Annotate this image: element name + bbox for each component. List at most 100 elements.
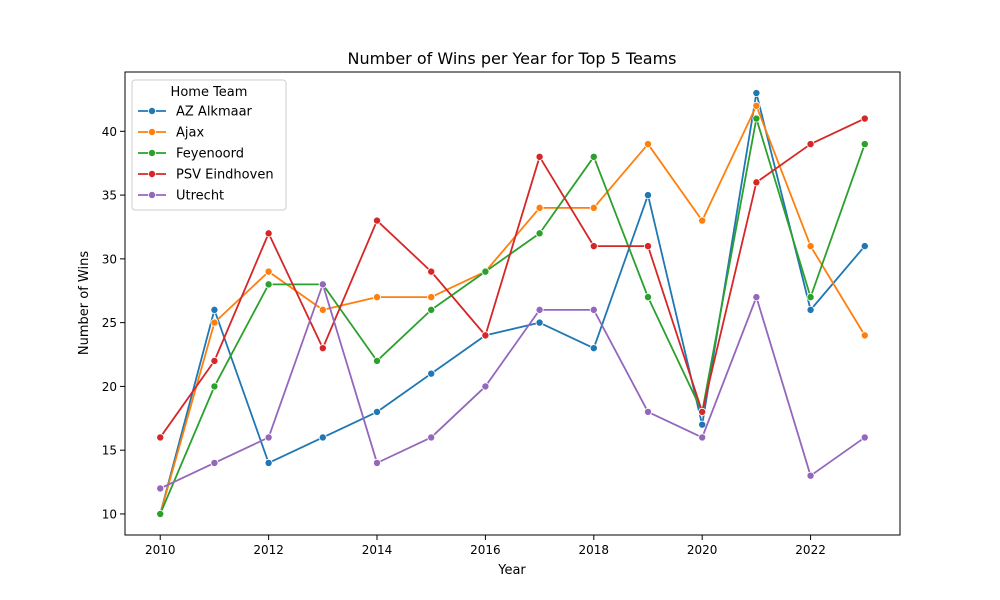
data-point-ajax bbox=[427, 293, 436, 302]
data-point-utrecht bbox=[373, 458, 382, 467]
data-point-utrecht bbox=[535, 305, 544, 314]
data-point-utrecht bbox=[860, 433, 869, 442]
chart-title: Number of Wins per Year for Top 5 Teams bbox=[347, 49, 676, 68]
data-point-psv-eindhoven bbox=[860, 114, 869, 123]
data-point-psv-eindhoven bbox=[589, 242, 598, 251]
axis-ticks: 2010 2012 2014 2016 2018 2020 2022 10 15 20 25 30 35… bbox=[102, 125, 826, 557]
x-axis-label: Year bbox=[497, 563, 526, 578]
x-tick-label: 2020 bbox=[687, 543, 718, 557]
data-point-az-alkmaar bbox=[535, 318, 544, 327]
legend-swatch-marker bbox=[147, 148, 156, 157]
data-point-psv-eindhoven bbox=[752, 178, 761, 187]
data-point-utrecht bbox=[427, 433, 436, 442]
data-point-utrecht bbox=[806, 471, 815, 480]
data-point-feyenoord bbox=[589, 152, 598, 161]
data-point-ajax bbox=[264, 267, 273, 276]
data-point-az-alkmaar bbox=[427, 369, 436, 378]
series-line-az-alkmaar bbox=[159, 92, 866, 515]
y-tick-label: 25 bbox=[102, 316, 117, 330]
data-point-psv-eindhoven bbox=[643, 242, 652, 251]
data-point-psv-eindhoven bbox=[698, 407, 707, 416]
data-point-ajax bbox=[643, 140, 652, 149]
legend-swatch-marker bbox=[147, 127, 156, 136]
x-tick-label: 2010 bbox=[145, 543, 176, 557]
legend-item-utrecht: Utrecht bbox=[138, 189, 224, 204]
y-tick-label: 40 bbox=[102, 125, 117, 139]
y-tick-label: 10 bbox=[102, 507, 117, 521]
data-point-feyenoord bbox=[427, 305, 436, 314]
data-point-az-alkmaar bbox=[860, 242, 869, 251]
data-point-ajax bbox=[535, 203, 544, 212]
data-point-psv-eindhoven bbox=[210, 356, 219, 365]
series-line-psv-eindhoven bbox=[159, 117, 866, 438]
data-point-az-alkmaar bbox=[806, 305, 815, 314]
data-point-az-alkmaar bbox=[318, 433, 327, 442]
x-tick-label: 2014 bbox=[362, 543, 393, 557]
legend-swatch-marker bbox=[147, 190, 156, 199]
series-utrecht bbox=[156, 280, 869, 493]
series-psv-eindhoven bbox=[156, 114, 869, 442]
plot-area-frame bbox=[124, 71, 901, 536]
legend-item-az-alkmaar: AZ Alkmaar bbox=[138, 105, 253, 120]
data-point-az-alkmaar bbox=[589, 344, 598, 353]
data-point-ajax bbox=[860, 331, 869, 340]
legend-swatch-marker bbox=[147, 169, 156, 178]
y-tick-label: 20 bbox=[102, 380, 117, 394]
legend-label: AZ Alkmaar bbox=[176, 105, 253, 120]
data-point-feyenoord bbox=[535, 229, 544, 238]
data-point-feyenoord bbox=[643, 293, 652, 302]
data-point-ajax bbox=[752, 101, 761, 110]
legend-label: PSV Eindhoven bbox=[176, 168, 274, 183]
series-line-utrecht bbox=[159, 283, 866, 490]
series-lines bbox=[156, 89, 869, 518]
y-tick-label: 35 bbox=[102, 189, 117, 203]
series-line-feyenoord bbox=[159, 117, 866, 515]
data-point-feyenoord bbox=[156, 509, 165, 518]
legend-label: Ajax bbox=[176, 126, 204, 141]
y-tick-label: 15 bbox=[102, 444, 117, 458]
legend-swatch-marker bbox=[147, 107, 156, 116]
data-point-ajax bbox=[373, 293, 382, 302]
data-point-utrecht bbox=[264, 433, 273, 442]
data-point-psv-eindhoven bbox=[373, 216, 382, 225]
x-tick-label: 2022 bbox=[795, 543, 826, 557]
data-point-psv-eindhoven bbox=[156, 433, 165, 442]
data-point-feyenoord bbox=[373, 356, 382, 365]
data-point-feyenoord bbox=[752, 114, 761, 123]
legend-items: AZ Alkmaar Ajax Feyenoord PSV Eindhoven Utre… bbox=[138, 105, 274, 204]
data-point-psv-eindhoven bbox=[264, 229, 273, 238]
data-point-feyenoord bbox=[860, 140, 869, 149]
x-tick-label: 2018 bbox=[579, 543, 610, 557]
y-axis-label: Number of Wins bbox=[77, 251, 92, 355]
legend-box bbox=[131, 79, 287, 211]
data-point-feyenoord bbox=[210, 382, 219, 391]
legend-item-ajax: Ajax bbox=[138, 126, 204, 141]
data-point-psv-eindhoven bbox=[806, 140, 815, 149]
x-tick-label: 2012 bbox=[253, 543, 284, 557]
data-point-az-alkmaar bbox=[373, 407, 382, 416]
data-point-psv-eindhoven bbox=[535, 152, 544, 161]
data-point-utrecht bbox=[589, 305, 598, 314]
data-point-utrecht bbox=[210, 458, 219, 467]
data-point-az-alkmaar bbox=[752, 89, 761, 98]
data-point-ajax bbox=[698, 216, 707, 225]
legend-title: Home Team bbox=[171, 85, 248, 100]
data-point-feyenoord bbox=[264, 280, 273, 289]
data-point-feyenoord bbox=[481, 267, 490, 276]
legend-item-feyenoord: Feyenoord bbox=[138, 147, 244, 162]
series-line-ajax bbox=[159, 104, 866, 515]
legend-label: Utrecht bbox=[176, 189, 224, 204]
data-point-az-alkmaar bbox=[698, 420, 707, 429]
x-tick-label: 2016 bbox=[470, 543, 501, 557]
y-tick-label: 30 bbox=[102, 252, 117, 266]
data-point-feyenoord bbox=[806, 293, 815, 302]
data-point-psv-eindhoven bbox=[427, 267, 436, 276]
data-point-az-alkmaar bbox=[210, 305, 219, 314]
legend-item-psv-eindhoven: PSV Eindhoven bbox=[138, 168, 274, 183]
data-point-utrecht bbox=[752, 293, 761, 302]
data-point-az-alkmaar bbox=[643, 191, 652, 200]
data-point-psv-eindhoven bbox=[318, 344, 327, 353]
data-point-utrecht bbox=[156, 484, 165, 493]
